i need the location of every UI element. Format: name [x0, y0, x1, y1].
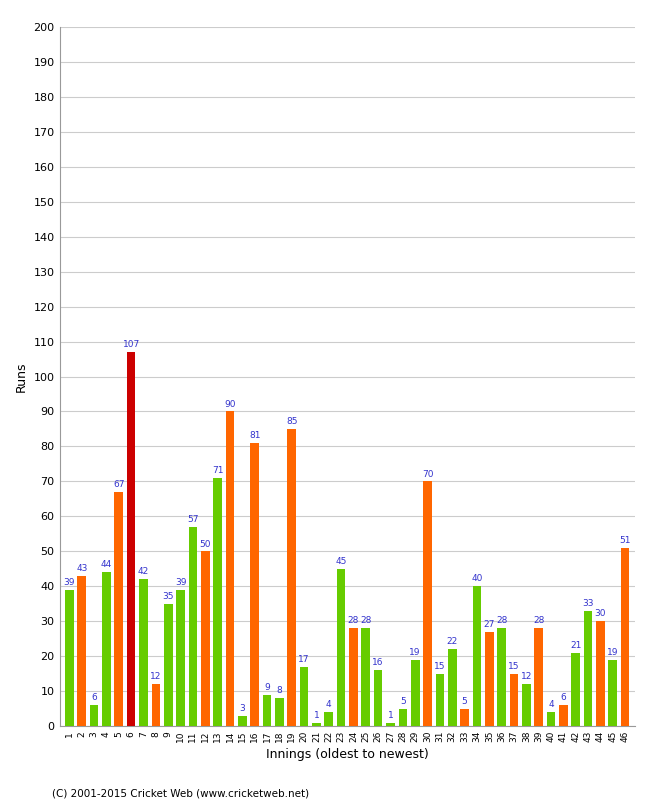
- Text: 15: 15: [434, 662, 446, 671]
- Text: 43: 43: [76, 564, 88, 573]
- Text: 51: 51: [619, 536, 631, 545]
- Bar: [596, 622, 605, 726]
- Text: 4: 4: [548, 700, 554, 710]
- Bar: [65, 590, 73, 726]
- Text: 1: 1: [313, 710, 319, 720]
- Bar: [312, 722, 320, 726]
- Bar: [337, 569, 345, 726]
- Text: 81: 81: [249, 431, 261, 440]
- Text: (C) 2001-2015 Cricket Web (www.cricketweb.net): (C) 2001-2015 Cricket Web (www.cricketwe…: [52, 788, 309, 798]
- Text: 5: 5: [400, 697, 406, 706]
- Text: 19: 19: [607, 648, 619, 657]
- Text: 19: 19: [410, 648, 421, 657]
- Bar: [386, 722, 395, 726]
- Text: 17: 17: [298, 655, 310, 664]
- Bar: [275, 698, 283, 726]
- Bar: [324, 712, 333, 726]
- Bar: [534, 628, 543, 726]
- Text: 15: 15: [508, 662, 520, 671]
- Bar: [448, 649, 456, 726]
- Bar: [77, 576, 86, 726]
- Bar: [374, 670, 382, 726]
- Y-axis label: Runs: Runs: [15, 362, 28, 392]
- Bar: [263, 694, 271, 726]
- Text: 4: 4: [326, 700, 332, 710]
- Bar: [102, 572, 110, 726]
- Bar: [436, 674, 444, 726]
- Text: 90: 90: [224, 400, 236, 409]
- Bar: [571, 653, 580, 726]
- Text: 1: 1: [387, 710, 393, 720]
- Text: 28: 28: [348, 617, 359, 626]
- Bar: [349, 628, 358, 726]
- Text: 5: 5: [462, 697, 467, 706]
- Text: 85: 85: [286, 417, 298, 426]
- Bar: [139, 579, 148, 726]
- Bar: [460, 709, 469, 726]
- Text: 6: 6: [91, 694, 97, 702]
- Bar: [127, 352, 135, 726]
- Bar: [497, 628, 506, 726]
- Bar: [398, 709, 407, 726]
- Bar: [176, 590, 185, 726]
- Bar: [201, 551, 209, 726]
- Bar: [621, 548, 629, 726]
- Text: 21: 21: [570, 641, 581, 650]
- Bar: [188, 527, 197, 726]
- Text: 8: 8: [276, 686, 282, 695]
- Bar: [473, 586, 481, 726]
- Text: 12: 12: [150, 672, 162, 682]
- Bar: [300, 666, 308, 726]
- Text: 39: 39: [64, 578, 75, 587]
- Bar: [213, 478, 222, 726]
- Bar: [287, 429, 296, 726]
- Text: 45: 45: [335, 557, 347, 566]
- Bar: [250, 443, 259, 726]
- Bar: [151, 684, 160, 726]
- Text: 35: 35: [162, 592, 174, 601]
- Text: 3: 3: [239, 704, 245, 713]
- Text: 27: 27: [484, 620, 495, 629]
- Bar: [164, 604, 172, 726]
- Text: 28: 28: [496, 617, 507, 626]
- Bar: [608, 660, 617, 726]
- Bar: [559, 705, 567, 726]
- Bar: [423, 482, 432, 726]
- Text: 30: 30: [595, 610, 606, 618]
- Text: 71: 71: [212, 466, 224, 475]
- Text: 16: 16: [372, 658, 384, 667]
- Text: 33: 33: [582, 599, 594, 608]
- Bar: [522, 684, 530, 726]
- Bar: [361, 628, 370, 726]
- Text: 6: 6: [560, 694, 566, 702]
- Text: 107: 107: [123, 340, 140, 350]
- Text: 28: 28: [360, 617, 372, 626]
- Bar: [238, 715, 246, 726]
- Text: 39: 39: [175, 578, 187, 587]
- Bar: [547, 712, 555, 726]
- Bar: [411, 660, 419, 726]
- Bar: [114, 492, 123, 726]
- Text: 67: 67: [113, 480, 125, 489]
- Text: 50: 50: [200, 539, 211, 549]
- Text: 28: 28: [533, 617, 544, 626]
- Bar: [226, 411, 234, 726]
- Text: 42: 42: [138, 567, 149, 577]
- Text: 9: 9: [264, 683, 270, 692]
- Text: 70: 70: [422, 470, 434, 478]
- Text: 40: 40: [471, 574, 482, 583]
- Bar: [90, 705, 98, 726]
- Text: 12: 12: [521, 672, 532, 682]
- X-axis label: Innings (oldest to newest): Innings (oldest to newest): [266, 748, 428, 761]
- Bar: [584, 610, 592, 726]
- Bar: [510, 674, 518, 726]
- Text: 44: 44: [101, 561, 112, 570]
- Bar: [485, 632, 493, 726]
- Text: 57: 57: [187, 515, 199, 524]
- Text: 22: 22: [447, 638, 458, 646]
